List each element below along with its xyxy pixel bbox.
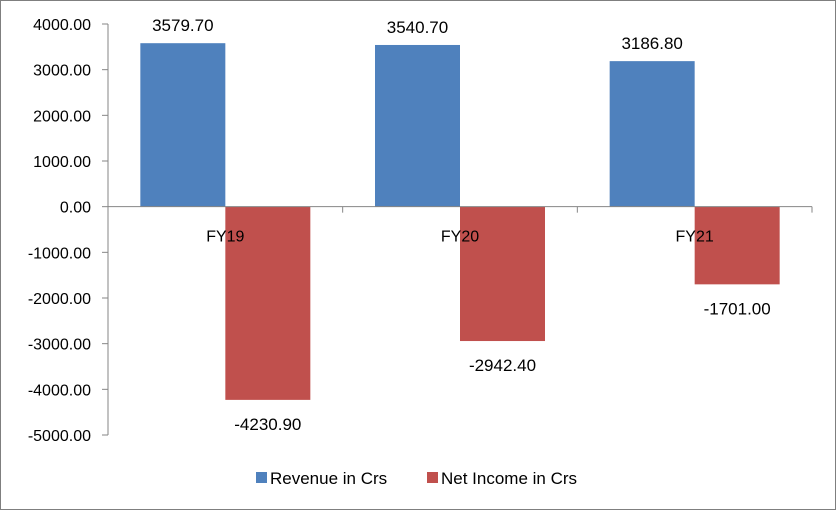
legend-swatch-revenue	[256, 472, 267, 483]
bars	[140, 43, 780, 400]
x-category-label: FY19	[206, 229, 244, 246]
x-category-label: FY20	[441, 229, 479, 246]
data-label: -2942.40	[469, 356, 536, 375]
bar-net-income-fy19	[225, 206, 311, 400]
y-tick-label: -2000.00	[28, 291, 91, 308]
data-label: 3579.70	[152, 16, 213, 35]
data-label: -4230.90	[234, 415, 301, 434]
y-axis: 4000.00 3000.00 2000.00 1000.00 0.00 -1000.00…	[28, 17, 109, 445]
y-tick-label: 3000.00	[33, 63, 91, 80]
x-category-label: FY21	[676, 229, 714, 246]
legend-swatch-net-income	[427, 472, 438, 483]
y-tick-label: 4000.00	[33, 17, 91, 34]
x-axis: FY19 FY20 FY21	[107, 206, 813, 246]
y-tick-label: 2000.00	[33, 108, 91, 125]
data-label: -1701.00	[704, 299, 771, 318]
bar-revenue-fy21	[609, 61, 695, 207]
y-tick-label: 0.00	[60, 200, 91, 217]
y-tick-label: -3000.00	[28, 337, 91, 354]
bar-revenue-fy20	[375, 44, 460, 207]
y-tick-label: -4000.00	[28, 382, 91, 399]
data-labels: 3579.70 -4230.90 3540.70 -2942.40 3186.80 -17…	[152, 16, 771, 434]
legend-label-revenue: Revenue in Crs	[270, 469, 387, 488]
data-label: 3540.70	[387, 18, 448, 37]
data-label: 3186.80	[621, 34, 682, 53]
bar-net-income-fy21	[694, 206, 780, 285]
legend: Revenue in Crs Net Income in Crs	[256, 469, 577, 488]
y-tick-label: -1000.00	[28, 245, 91, 262]
bar-net-income-fy20	[460, 206, 545, 342]
y-tick-label: 1000.00	[33, 154, 91, 171]
legend-label-net-income: Net Income in Crs	[441, 469, 577, 488]
y-tick-label: -5000.00	[28, 428, 91, 445]
bar-revenue-fy19	[140, 43, 226, 207]
